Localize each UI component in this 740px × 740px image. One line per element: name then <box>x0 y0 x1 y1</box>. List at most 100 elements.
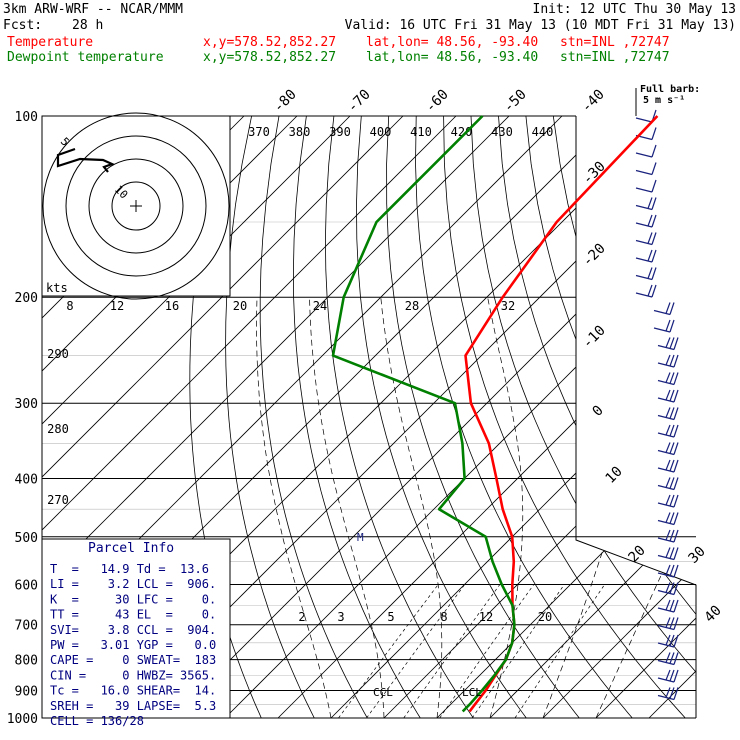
hodograph-scale-label: 20 <box>233 299 247 313</box>
forecast-label: Fcst: <box>3 18 43 33</box>
dry-adiabat-line <box>292 116 421 718</box>
parcel-info-row: TT = 43 EL = 0. <box>50 608 216 622</box>
isotherm-top-label: -40 <box>579 87 608 116</box>
pressure-tick-label: 1000 <box>7 712 38 727</box>
wind-barb <box>657 599 679 613</box>
theta-e-label: 430 <box>491 125 513 139</box>
hodograph-ring <box>88 158 184 254</box>
theta-e-label: 440 <box>532 125 554 139</box>
pressure-tick-label: 100 <box>15 110 38 125</box>
dewpoint-legend-station: stn=INL ,72747 <box>560 50 670 65</box>
pressure-tick-label: 200 <box>15 291 38 306</box>
hodograph-ring <box>42 112 230 300</box>
wind-barb <box>635 267 657 281</box>
dry-adiabat-line <box>498 116 696 718</box>
hodograph-ring <box>111 181 161 231</box>
init-time: Init: 12 UTC Thu 30 May 13 <box>532 2 737 17</box>
wind-barbs <box>635 88 679 701</box>
isotherm-right-label: 0 <box>590 403 607 420</box>
dry-adiabat-line <box>225 116 315 718</box>
moist-adiabat-line <box>487 297 524 718</box>
temperature-legend-latlon: lat,lon= 48.56, -93.40 <box>366 35 539 50</box>
mixing-ratio-label: 5 <box>387 610 394 624</box>
parcel-info-row: Tc = 16.0 SHEAR= 14. <box>50 684 216 698</box>
hodograph-scale-label: 8 <box>66 299 73 313</box>
isotherm-line <box>436 116 696 718</box>
mixing-ratio-label: 12 <box>479 610 493 624</box>
dry-adiabat-line <box>552 116 696 718</box>
wind-barb <box>657 617 679 631</box>
parcel-info-row: CIN = 0 HWBZ= 3565. <box>50 668 216 682</box>
wind-barb <box>635 162 657 176</box>
theta-e-label: 400 <box>370 125 392 139</box>
dry-adiabat-line <box>259 116 368 718</box>
temperature-legend-station: stn=INL ,72747 <box>560 35 670 50</box>
isotherm-line <box>224 116 696 718</box>
wind-barb <box>635 284 657 298</box>
pressure-tick-label: 500 <box>15 531 38 546</box>
forecast-hours: 28 h <box>72 18 104 33</box>
wind-barb <box>635 197 657 211</box>
theta-e-label: 370 <box>248 125 270 139</box>
right-frame <box>575 116 697 718</box>
isotherm-right-label: 10 <box>603 464 626 487</box>
isotherm-line <box>42 116 457 718</box>
wind-barb <box>635 144 657 158</box>
parcel-info-title: Parcel Info <box>88 541 174 556</box>
hodograph-kts-label: kts <box>46 281 68 295</box>
wind-barb <box>657 529 679 543</box>
wind-barb <box>657 337 679 351</box>
dewpoint-legend-latlon: lat,lon= 48.56, -93.40 <box>366 50 539 65</box>
theta-e-label: 420 <box>451 125 473 139</box>
isotherm-top-label: -80 <box>271 87 300 116</box>
parcel-info-row: LI = 3.2 LCL = 906. <box>50 577 216 591</box>
wind-barb <box>657 687 679 701</box>
dry-adiabat-line <box>443 116 686 718</box>
isotherm-line <box>42 116 404 718</box>
moist-adiabat-line <box>380 297 443 718</box>
isotherm-right-label: -10 <box>580 323 609 352</box>
wind-barb <box>657 547 679 561</box>
wind-barb <box>635 179 657 193</box>
hodograph-scale-label: 28 <box>405 299 419 313</box>
isotherm-line <box>542 116 696 718</box>
wind-barb <box>657 459 679 473</box>
theta-e-label: 390 <box>329 125 351 139</box>
dewpoint-legend-name: Dewpoint temperature <box>7 50 164 65</box>
isotherm-top-label: -60 <box>423 87 452 116</box>
wind-barb <box>657 372 679 386</box>
parcel-info-row: PW = 3.01 YGP = 0.0 <box>50 638 216 652</box>
pressure-tick-label: 600 <box>15 578 38 593</box>
mixing-ratio-line <box>338 584 439 718</box>
parcel-info-row: SVI= 3.8 CCL = 904. <box>50 623 216 637</box>
wind-barb <box>657 354 679 368</box>
wind-barb <box>657 477 679 491</box>
wind-barb-legend-line2: 5 m s⁻¹ <box>643 95 686 106</box>
parcel-info-row: T = 14.9 Td = 13.6 <box>50 562 209 576</box>
parcel-info-row: K = 30 LFC = 0. <box>50 592 216 606</box>
isotherm-line <box>42 116 351 718</box>
wind-barb <box>657 634 679 648</box>
dry-adiabat-line <box>470 116 696 718</box>
ccl-marker: CCL <box>373 686 393 699</box>
theta-e-label: 380 <box>289 125 311 139</box>
wind-barb <box>635 214 657 228</box>
parcel-info-row: CAPE = 0 SWEAT= 183 <box>50 653 216 667</box>
mixing-ratio-line <box>471 584 565 718</box>
isotherm-line <box>489 116 696 718</box>
dry-adiabat-line <box>718 116 740 718</box>
mixing-ratio-line <box>514 584 605 718</box>
dry-adiabat-line <box>690 116 696 718</box>
isotherm-line <box>42 116 510 718</box>
wind-barb <box>657 389 679 403</box>
wind-barb <box>635 249 657 263</box>
pressure-tick-label: 400 <box>15 472 38 487</box>
isotherm-top-label: -50 <box>501 87 530 116</box>
model-title: 3km ARW-WRF -- NCAR/MMM <box>3 2 184 17</box>
valid-time: Valid: 16 UTC Fri 31 May 13 (10 MDT Fri … <box>344 18 736 33</box>
pressure-tick-label: 900 <box>15 684 38 699</box>
wind-barb <box>653 302 675 316</box>
mixing-ratio-label: 20 <box>538 610 552 624</box>
dry-adiabat-line <box>324 116 474 718</box>
